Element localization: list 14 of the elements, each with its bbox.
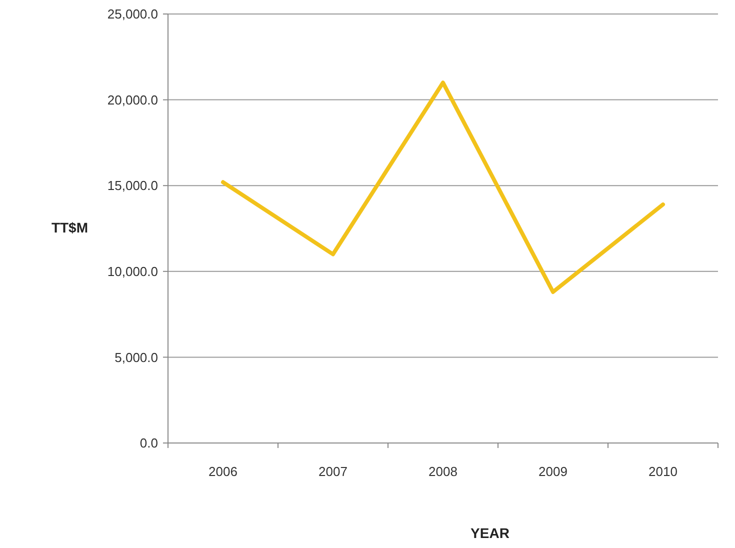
- y-tick-label: 0.0: [140, 436, 158, 451]
- x-tick-label: 2009: [538, 464, 568, 479]
- x-tick-label: 2010: [648, 464, 678, 479]
- y-axis-title: TT$M: [51, 220, 88, 236]
- y-tick-label: 15,000.0: [107, 178, 158, 194]
- x-tick-label: 2007: [318, 464, 348, 479]
- x-tick-label: 2008: [428, 464, 458, 479]
- y-tick-label: 25,000.0: [107, 6, 158, 22]
- line-series: [221, 80, 665, 294]
- y-tick-label: 10,000.0: [107, 264, 158, 279]
- y-tick-label: 20,000.0: [107, 92, 158, 108]
- x-axis-title: YEAR: [470, 525, 510, 541]
- y-tick-label: 5,000.0: [114, 350, 158, 365]
- x-tick-label: 2006: [208, 464, 238, 479]
